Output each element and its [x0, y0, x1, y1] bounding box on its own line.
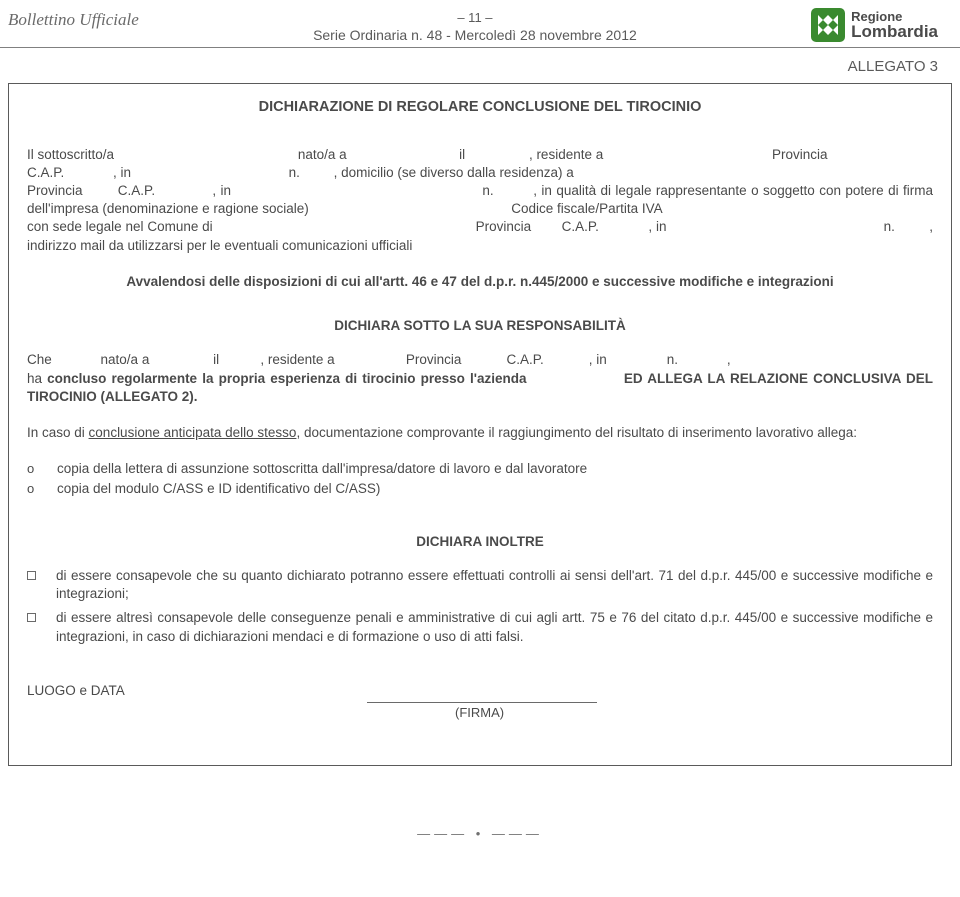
- t: , documentazione comprovante il raggiung…: [296, 425, 857, 440]
- t: Codice fiscale/Partita IVA: [511, 201, 662, 216]
- header-center: – 11 – Serie Ordinaria n. 48 - Mercoledì…: [139, 8, 811, 43]
- bulletin-title: Bollettino Ufficiale: [8, 8, 139, 30]
- bullet-o-icon: o: [27, 480, 57, 498]
- checkbox-2-text: di essere altresì consapevole delle cons…: [56, 609, 933, 645]
- t: , in: [113, 165, 131, 180]
- t: , residente a: [260, 352, 334, 367]
- t: il: [213, 352, 219, 367]
- t: Provincia: [406, 352, 462, 367]
- t: nato/a a: [101, 352, 150, 367]
- t: Il sottoscritto/a: [27, 147, 114, 162]
- t: n.: [667, 352, 678, 367]
- avvalendosi-line: Avvalendosi delle disposizioni di cui al…: [27, 273, 933, 291]
- luogo-data-label: LUOGO e DATA: [27, 682, 933, 700]
- che-paragraph: Che nato/a a il , residente a Provincia …: [27, 351, 933, 406]
- t: nato/a a: [298, 147, 347, 162]
- form-container: DICHIARAZIONE DI REGOLARE CONCLUSIONE DE…: [8, 83, 952, 766]
- checkbox-1-text: di essere consapevole che su quanto dich…: [56, 567, 933, 603]
- t: con sede legale nel Comune di: [27, 219, 213, 234]
- signature-line: [367, 702, 597, 703]
- allegato-label: ALLEGATO 3: [0, 48, 960, 83]
- dichiara-2-title: DICHIARA INOLTRE: [27, 533, 933, 551]
- t: conclusione anticipata dello stesso: [89, 425, 297, 440]
- t: concluso regolarmente la propria esperie…: [47, 371, 526, 386]
- t: n.: [289, 165, 300, 180]
- t: n.: [884, 219, 895, 234]
- t: In caso di: [27, 425, 89, 440]
- lombardia-logo-icon: [811, 8, 845, 42]
- bullet-1-text: copia della lettera di assunzione sottos…: [57, 460, 933, 478]
- signature-area: (FIRMA): [367, 702, 933, 722]
- t: Provincia: [27, 183, 83, 198]
- declarant-paragraph: Il sottoscritto/a nato/a a il , resident…: [27, 146, 933, 255]
- t: ha: [27, 371, 47, 386]
- form-title: DICHIARAZIONE DI REGOLARE CONCLUSIONE DE…: [27, 98, 933, 118]
- page-number: – 11 –: [139, 10, 811, 25]
- logo-text: Regione Lombardia: [851, 10, 938, 40]
- serie-info: Serie Ordinaria n. 48 - Mercoledì 28 nov…: [139, 27, 811, 43]
- t: C.A.P.: [506, 352, 543, 367]
- t: Provincia: [772, 147, 828, 162]
- checkbox-row-1: di essere consapevole che su quanto dich…: [27, 567, 933, 603]
- checkbox-row-2: di essere altresì consapevole delle cons…: [27, 609, 933, 645]
- anticipata-paragraph: In caso di conclusione anticipata dello …: [27, 424, 933, 442]
- logo-text-bottom: Lombardia: [851, 23, 938, 40]
- t: , in: [589, 352, 607, 367]
- t: Provincia: [476, 219, 532, 234]
- checkbox-icon[interactable]: [27, 613, 36, 622]
- dichiara-1-title: DICHIARA SOTTO LA SUA RESPONSABILITÀ: [27, 317, 933, 335]
- t: , domicilio (se diverso dalla residenza)…: [334, 165, 574, 180]
- bullet-row-2: o copia del modulo C/ASS e ID identifica…: [27, 480, 933, 498]
- t: , in qualità di legale rappresentante o …: [27, 183, 933, 216]
- checkbox-icon[interactable]: [27, 571, 36, 580]
- bullet-2-text: copia del modulo C/ASS e ID identificati…: [57, 480, 933, 498]
- firma-label: (FIRMA): [367, 704, 933, 722]
- t: Che: [27, 352, 52, 367]
- bullet-row-1: o copia della lettera di assunzione sott…: [27, 460, 933, 478]
- page-footer-ornament: ——— • ———: [0, 826, 960, 841]
- page-header: Bollettino Ufficiale – 11 – Serie Ordina…: [0, 0, 960, 48]
- logo-block: Regione Lombardia: [811, 8, 938, 42]
- t: C.A.P.: [118, 183, 155, 198]
- t: il: [459, 147, 465, 162]
- t: ,: [727, 352, 731, 367]
- t: , in: [648, 219, 666, 234]
- t: C.A.P.: [27, 165, 64, 180]
- t: , in: [212, 183, 231, 198]
- t: n.: [482, 183, 493, 198]
- bullet-o-icon: o: [27, 460, 57, 478]
- t: , residente a: [529, 147, 603, 162]
- t: C.A.P.: [562, 219, 599, 234]
